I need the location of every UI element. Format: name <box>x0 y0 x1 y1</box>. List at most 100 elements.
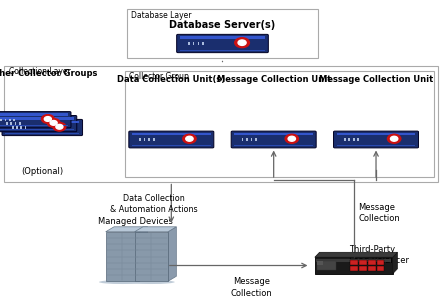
FancyBboxPatch shape <box>231 131 316 148</box>
Polygon shape <box>135 227 176 232</box>
Polygon shape <box>139 227 147 281</box>
Bar <box>132 133 211 135</box>
Text: Database Layer: Database Layer <box>131 11 192 20</box>
Bar <box>0 118 2 121</box>
Bar <box>350 260 358 265</box>
Bar <box>0 125 68 126</box>
Bar <box>246 138 248 141</box>
Bar <box>19 122 20 125</box>
Bar <box>344 138 346 141</box>
Circle shape <box>238 40 246 45</box>
Bar <box>234 145 313 146</box>
Text: Database Server(s): Database Server(s) <box>170 20 275 29</box>
Bar <box>24 126 26 129</box>
Text: Third-Party
Load Balancer: Third-Party Load Balancer <box>349 244 409 265</box>
Text: Message Collection Unit: Message Collection Unit <box>217 75 331 84</box>
Bar <box>337 133 416 135</box>
FancyBboxPatch shape <box>125 70 434 177</box>
Circle shape <box>288 136 295 141</box>
Circle shape <box>235 38 250 48</box>
Bar <box>20 126 22 129</box>
Bar <box>180 50 265 51</box>
Bar <box>0 117 74 120</box>
Polygon shape <box>393 252 397 274</box>
Bar <box>0 129 74 130</box>
Bar <box>13 118 15 121</box>
Bar <box>198 42 199 45</box>
Bar <box>251 138 252 141</box>
FancyBboxPatch shape <box>0 116 77 132</box>
Bar <box>16 126 18 129</box>
Bar <box>255 138 257 141</box>
Bar <box>12 126 14 129</box>
FancyBboxPatch shape <box>4 66 438 182</box>
Circle shape <box>388 134 401 143</box>
Bar <box>193 42 194 45</box>
Bar <box>337 145 416 146</box>
Bar <box>376 260 384 265</box>
Circle shape <box>285 134 299 143</box>
FancyBboxPatch shape <box>177 34 268 53</box>
Bar <box>357 138 359 141</box>
Bar <box>139 138 141 141</box>
FancyBboxPatch shape <box>0 112 71 128</box>
Bar <box>368 266 376 271</box>
Bar <box>202 42 204 45</box>
Polygon shape <box>168 227 176 281</box>
Polygon shape <box>135 232 168 281</box>
Bar <box>6 122 8 125</box>
Bar <box>5 121 80 124</box>
Circle shape <box>390 136 398 141</box>
Bar <box>10 122 12 125</box>
Ellipse shape <box>99 280 146 284</box>
Bar <box>234 133 313 135</box>
Circle shape <box>41 115 54 123</box>
Circle shape <box>50 121 57 125</box>
Bar <box>359 266 367 271</box>
Text: Message
Collection: Message Collection <box>231 278 272 298</box>
Bar <box>350 266 358 271</box>
Bar <box>0 113 68 116</box>
Bar <box>359 260 367 265</box>
Circle shape <box>53 122 66 131</box>
Bar <box>317 261 336 271</box>
FancyBboxPatch shape <box>127 9 318 58</box>
Bar <box>144 138 146 141</box>
Circle shape <box>56 124 63 129</box>
Polygon shape <box>106 227 147 232</box>
Bar <box>132 145 211 146</box>
Bar <box>242 138 243 141</box>
Bar <box>153 138 154 141</box>
Bar <box>15 122 16 125</box>
Text: Message
Collection: Message Collection <box>358 202 400 223</box>
FancyBboxPatch shape <box>334 131 418 148</box>
Polygon shape <box>315 252 397 257</box>
Ellipse shape <box>128 280 175 284</box>
Bar <box>188 42 190 45</box>
Bar <box>148 138 150 141</box>
Circle shape <box>47 118 60 127</box>
Bar <box>4 118 6 121</box>
Circle shape <box>44 117 51 122</box>
Text: Collector Group: Collector Group <box>129 72 189 81</box>
Bar <box>180 36 265 39</box>
Bar <box>368 260 376 265</box>
Bar <box>5 133 80 134</box>
Bar <box>9 118 11 121</box>
Circle shape <box>183 134 196 143</box>
Text: (Optional): (Optional) <box>21 167 63 176</box>
Text: Managed Devices: Managed Devices <box>98 218 173 226</box>
Text: Other Collector Groups: Other Collector Groups <box>0 69 97 78</box>
Circle shape <box>186 136 193 141</box>
Text: Data Collection
& Automation Actions: Data Collection & Automation Actions <box>110 194 197 214</box>
Bar <box>348 138 350 141</box>
Bar <box>353 138 355 141</box>
FancyBboxPatch shape <box>129 131 214 148</box>
Bar <box>376 266 384 271</box>
Text: Data Collection Unit(s): Data Collection Unit(s) <box>117 75 225 84</box>
Bar <box>316 259 392 262</box>
Bar <box>315 257 393 274</box>
Polygon shape <box>106 232 139 281</box>
Bar <box>317 261 323 265</box>
FancyBboxPatch shape <box>2 119 83 136</box>
